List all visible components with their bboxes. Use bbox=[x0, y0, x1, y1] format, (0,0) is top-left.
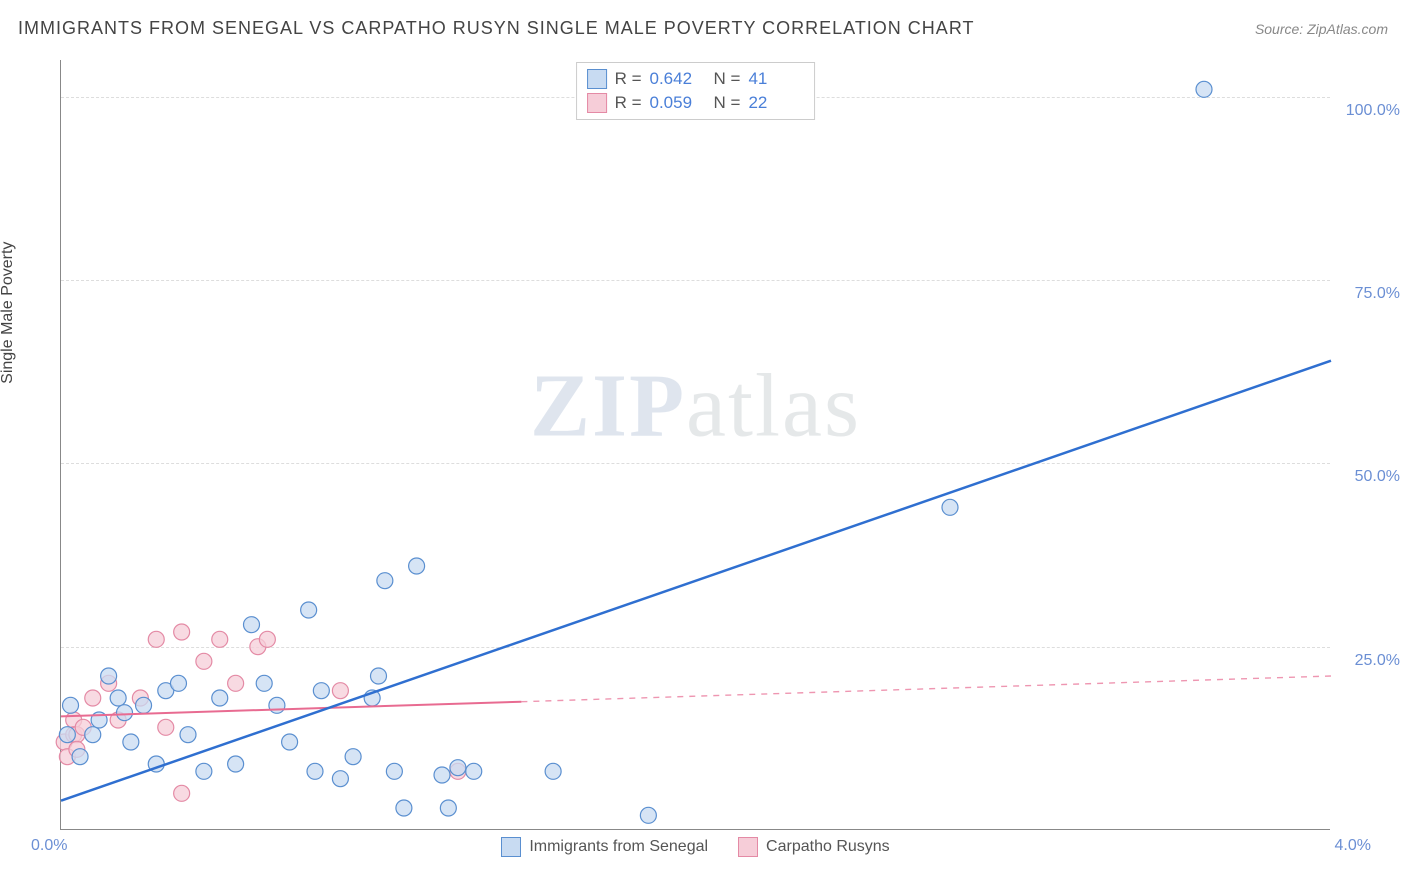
y-tick-label: 25.0% bbox=[1355, 652, 1400, 670]
data-point bbox=[256, 675, 272, 691]
swatch-rusyn bbox=[587, 93, 607, 113]
data-point bbox=[123, 734, 139, 750]
y-axis-label: Single Male Poverty bbox=[0, 242, 17, 384]
n-value-senegal: 41 bbox=[748, 69, 804, 89]
data-point bbox=[85, 690, 101, 706]
series-legend: Immigrants from Senegal Carpatho Rusyns bbox=[61, 837, 1330, 857]
data-point bbox=[72, 749, 88, 765]
data-point bbox=[386, 763, 402, 779]
y-tick-label: 50.0% bbox=[1355, 468, 1400, 486]
data-point bbox=[259, 631, 275, 647]
legend-label-senegal: Immigrants from Senegal bbox=[529, 838, 708, 856]
legend-row-senegal: R = 0.642 N = 41 bbox=[587, 67, 805, 91]
data-point bbox=[228, 756, 244, 772]
data-point bbox=[212, 631, 228, 647]
data-point bbox=[117, 705, 133, 721]
data-point bbox=[282, 734, 298, 750]
legend-item-senegal: Immigrants from Senegal bbox=[501, 837, 708, 857]
x-tick-label: 4.0% bbox=[1335, 837, 1371, 855]
data-point bbox=[244, 617, 260, 633]
n-label: N = bbox=[714, 69, 741, 89]
data-point bbox=[196, 763, 212, 779]
data-point bbox=[174, 785, 190, 801]
data-point bbox=[110, 690, 126, 706]
data-point bbox=[466, 763, 482, 779]
y-tick-label: 100.0% bbox=[1346, 102, 1400, 120]
legend-label-rusyn: Carpatho Rusyns bbox=[766, 838, 890, 856]
data-point bbox=[148, 631, 164, 647]
data-point bbox=[180, 727, 196, 743]
data-point bbox=[63, 697, 79, 713]
data-point bbox=[85, 727, 101, 743]
r-label: R = bbox=[615, 93, 642, 113]
data-point bbox=[307, 763, 323, 779]
data-point bbox=[228, 675, 244, 691]
legend-item-rusyn: Carpatho Rusyns bbox=[738, 837, 890, 857]
swatch-senegal bbox=[587, 69, 607, 89]
data-point bbox=[1196, 81, 1212, 97]
r-value-senegal: 0.642 bbox=[650, 69, 706, 89]
swatch-senegal bbox=[501, 837, 521, 857]
data-point bbox=[345, 749, 361, 765]
legend-row-rusyn: R = 0.059 N = 22 bbox=[587, 91, 805, 115]
data-point bbox=[313, 683, 329, 699]
data-point bbox=[942, 499, 958, 515]
data-point bbox=[396, 800, 412, 816]
data-point bbox=[174, 624, 190, 640]
data-point bbox=[269, 697, 285, 713]
swatch-rusyn bbox=[738, 837, 758, 857]
data-point bbox=[434, 767, 450, 783]
plot-svg bbox=[61, 60, 1330, 829]
data-point bbox=[450, 760, 466, 776]
n-label: N = bbox=[714, 93, 741, 113]
data-point bbox=[332, 683, 348, 699]
data-point bbox=[640, 807, 656, 823]
data-point bbox=[59, 727, 75, 743]
data-point bbox=[101, 668, 117, 684]
data-point bbox=[158, 719, 174, 735]
scatter-plot: ZIPatlas 25.0%50.0%75.0%100.0% 0.0%4.0% … bbox=[60, 60, 1330, 830]
data-point bbox=[409, 558, 425, 574]
data-point bbox=[170, 675, 186, 691]
data-point bbox=[196, 653, 212, 669]
y-tick-label: 75.0% bbox=[1355, 285, 1400, 303]
data-point bbox=[332, 771, 348, 787]
data-point bbox=[371, 668, 387, 684]
data-point bbox=[377, 573, 393, 589]
data-point bbox=[136, 697, 152, 713]
r-value-rusyn: 0.059 bbox=[650, 93, 706, 113]
data-point bbox=[440, 800, 456, 816]
correlation-legend: R = 0.642 N = 41 R = 0.059 N = 22 bbox=[576, 62, 816, 120]
source-attribution: Source: ZipAtlas.com bbox=[1255, 21, 1388, 37]
data-point bbox=[545, 763, 561, 779]
data-point bbox=[212, 690, 228, 706]
n-value-rusyn: 22 bbox=[748, 93, 804, 113]
r-label: R = bbox=[615, 69, 642, 89]
chart-title: IMMIGRANTS FROM SENEGAL VS CARPATHO RUSY… bbox=[18, 18, 974, 39]
data-point bbox=[301, 602, 317, 618]
